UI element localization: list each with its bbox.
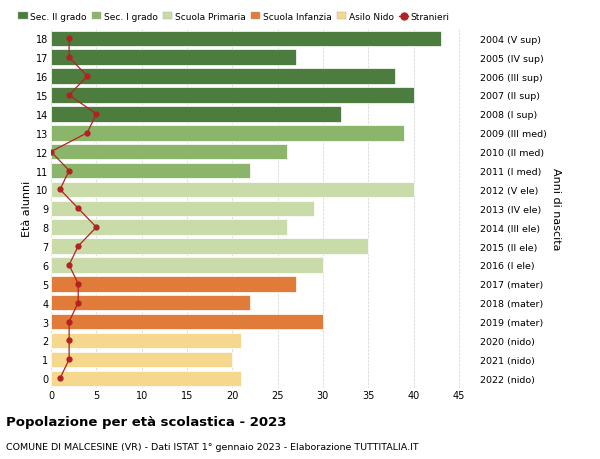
Bar <box>51 295 250 311</box>
Bar <box>51 239 368 254</box>
Bar <box>51 371 241 386</box>
Text: COMUNE DI MALCESINE (VR) - Dati ISTAT 1° gennaio 2023 - Elaborazione TUTTITALIA.: COMUNE DI MALCESINE (VR) - Dati ISTAT 1°… <box>6 442 419 451</box>
Y-axis label: Età alunni: Età alunni <box>22 181 32 237</box>
Y-axis label: Anni di nascita: Anni di nascita <box>551 168 560 250</box>
Bar <box>51 50 296 66</box>
Legend: Sec. II grado, Sec. I grado, Scuola Primaria, Scuola Infanzia, Asilo Nido, Stran: Sec. II grado, Sec. I grado, Scuola Prim… <box>19 13 450 22</box>
Bar <box>51 126 404 141</box>
Bar <box>51 276 296 292</box>
Bar <box>51 107 341 123</box>
Bar <box>51 163 250 179</box>
Bar <box>51 333 241 348</box>
Bar <box>51 88 413 104</box>
Bar <box>51 220 287 235</box>
Bar <box>51 145 287 160</box>
Bar <box>51 69 395 84</box>
Bar <box>51 201 314 217</box>
Bar <box>51 32 441 47</box>
Bar <box>51 352 232 367</box>
Bar <box>51 314 323 330</box>
Bar <box>51 182 413 198</box>
Bar <box>51 257 323 273</box>
Text: Popolazione per età scolastica - 2023: Popolazione per età scolastica - 2023 <box>6 415 287 428</box>
